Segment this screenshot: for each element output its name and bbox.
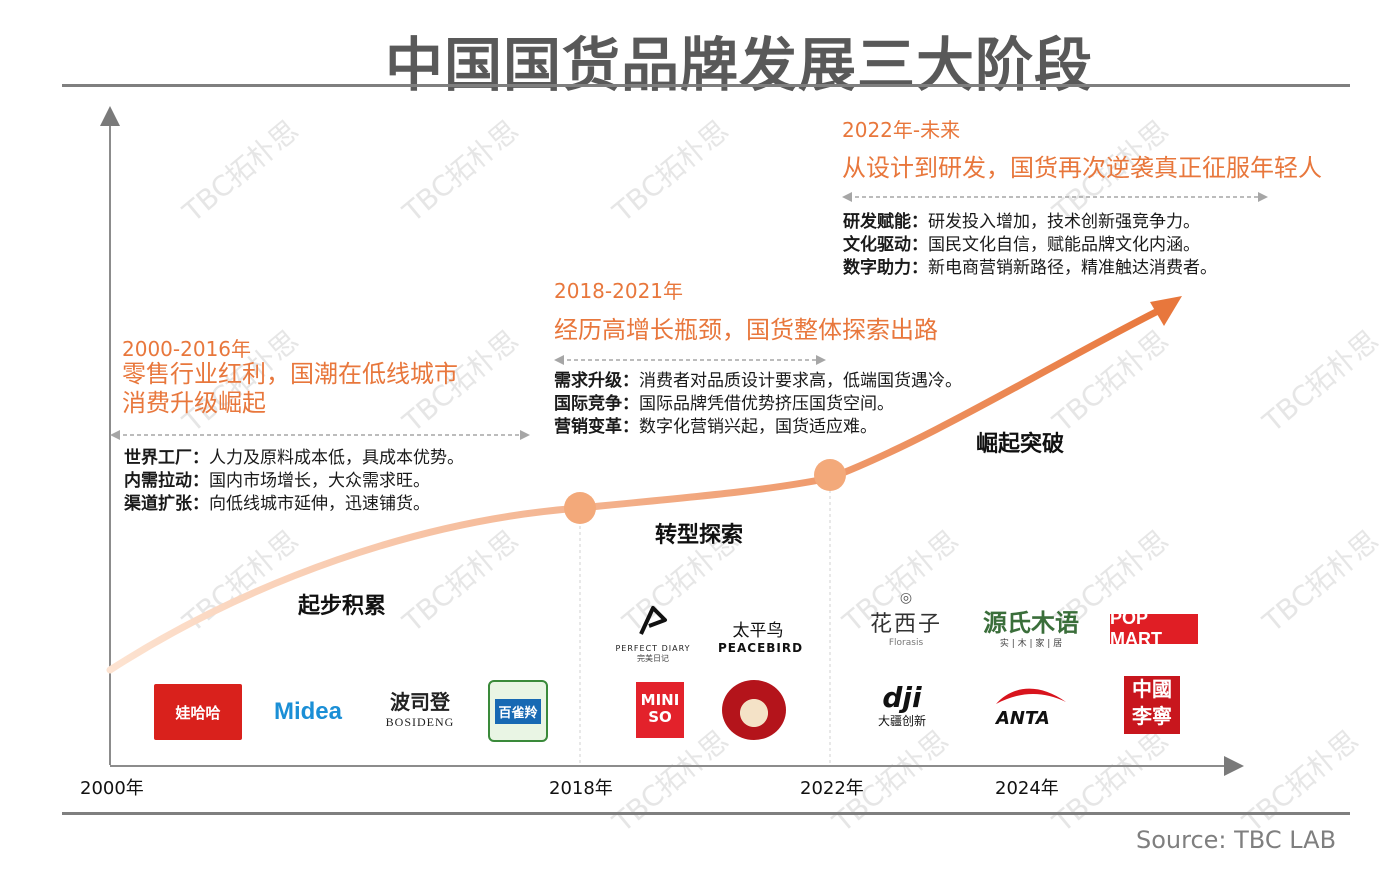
stage-1-items: 世界工厂：人力及原料成本低，具成本优势。 内需拉动：国内市场增长，大众需求旺。 … xyxy=(124,447,464,516)
axis-year-label: 2000年 xyxy=(80,778,144,799)
peacebird-logo: 太平鸟 PEACEBIRD xyxy=(718,621,804,655)
node-2018 xyxy=(564,492,596,524)
stage-2-items: 需求升级：消费者对品质设计要求高，低端国货遇冷。 国际竞争：国际品牌凭借优势挤压… xyxy=(554,370,962,439)
stage-item: 营销变革：数字化营销兴起，国货适应难。 xyxy=(554,417,877,437)
headline-line: 零售行业红利，国潮在低线城市 xyxy=(122,360,458,388)
perfect-diary-mark-icon xyxy=(639,606,667,635)
miniso-logo: MINI SO xyxy=(636,682,684,738)
bosideng-logo: 波司登 BOSIDENG xyxy=(385,690,455,729)
axis-year-label: 2018年 xyxy=(549,778,613,799)
range-arrow-stage-1 xyxy=(110,430,530,440)
axis-year-label: 2024年 xyxy=(995,778,1059,799)
stage-2-name: 转型探索 xyxy=(655,523,744,548)
range-arrow-stage-2 xyxy=(554,355,826,365)
stage-3-period: 2022年-未来 xyxy=(842,118,961,142)
stage-3-name: 崛起突破 xyxy=(976,432,1065,457)
lining-logo: 中國 李寧 xyxy=(1124,676,1180,734)
axis-year-label: 2022年 xyxy=(800,778,864,799)
popmart-logo: POP MART xyxy=(1110,608,1198,649)
headline-line: 消费升级崛起 xyxy=(122,389,266,417)
stage-item: 研发赋能：研发投入增加，技术创新强竞争力。 xyxy=(843,212,1200,232)
chaji-logo xyxy=(722,680,786,740)
growth-curve-arrowhead xyxy=(1150,296,1182,326)
stage-3-items: 研发赋能：研发投入增加，技术创新强竞争力。 文化驱动：国民文化自信，赋能品牌文化… xyxy=(843,211,1217,280)
stage-item: 数字助力：新电商营销新路径，精准触达消费者。 xyxy=(843,258,1217,278)
stage-item: 世界工厂：人力及原料成本低，具成本优势。 xyxy=(124,448,464,468)
florasis-mark-icon: ◎ xyxy=(899,590,913,606)
stage-1-period: 2000-2016年 xyxy=(122,337,252,361)
stage-item: 渠道扩张：向低线城市延伸，迅速铺货。 xyxy=(124,494,430,514)
page-title: 中国国货品牌发展三大阶段 xyxy=(384,31,1093,99)
stage-2-headline: 经历高增长瓶颈，国货整体探索出路 xyxy=(554,316,938,344)
source-credit: Source: TBC LAB xyxy=(1136,826,1337,854)
bottom-rule xyxy=(62,812,1350,815)
stage-1-name: 起步积累 xyxy=(298,594,387,619)
pechoin-logo: 百雀羚 xyxy=(488,680,548,742)
dji-logo: dji 大疆创新 xyxy=(877,681,926,729)
florasis-logo: ◎ 花西子 Florasis xyxy=(866,590,946,660)
stage-1-headline: 零售行业红利，国潮在低线城市 消费升级崛起 xyxy=(122,360,458,418)
stage-2-period: 2018-2021年 xyxy=(554,279,684,303)
anta-swoosh-icon xyxy=(996,688,1066,704)
stage-item: 国际竞争：国际品牌凭借优势挤压国货空间。 xyxy=(554,394,894,414)
range-arrow-stage-3 xyxy=(842,192,1268,202)
stage-item: 文化驱动：国民文化自信，赋能品牌文化内涵。 xyxy=(843,235,1200,255)
stage-item: 需求升级：消费者对品质设计要求高，低端国货遇冷。 xyxy=(554,371,962,391)
title-underline xyxy=(62,84,1350,87)
stage-item: 内需拉动：国内市场增长，大众需求旺。 xyxy=(124,471,430,491)
anta-logo: ANTA xyxy=(992,684,1070,730)
yuanshi-logo: 源氏木语 实 | 木 | 家 | 居 xyxy=(983,609,1079,649)
midea-logo: Midea xyxy=(273,698,342,725)
wahaha-logo: 娃哈哈 xyxy=(154,684,242,740)
perfect-diary-logo: PERFECT DIARY 完美日记 xyxy=(612,604,694,666)
node-2022 xyxy=(814,459,846,491)
growth-curve xyxy=(106,306,1164,674)
stage-3-headline: 从设计到研发，国货再次逆袭真正征服年轻人 xyxy=(842,154,1322,182)
